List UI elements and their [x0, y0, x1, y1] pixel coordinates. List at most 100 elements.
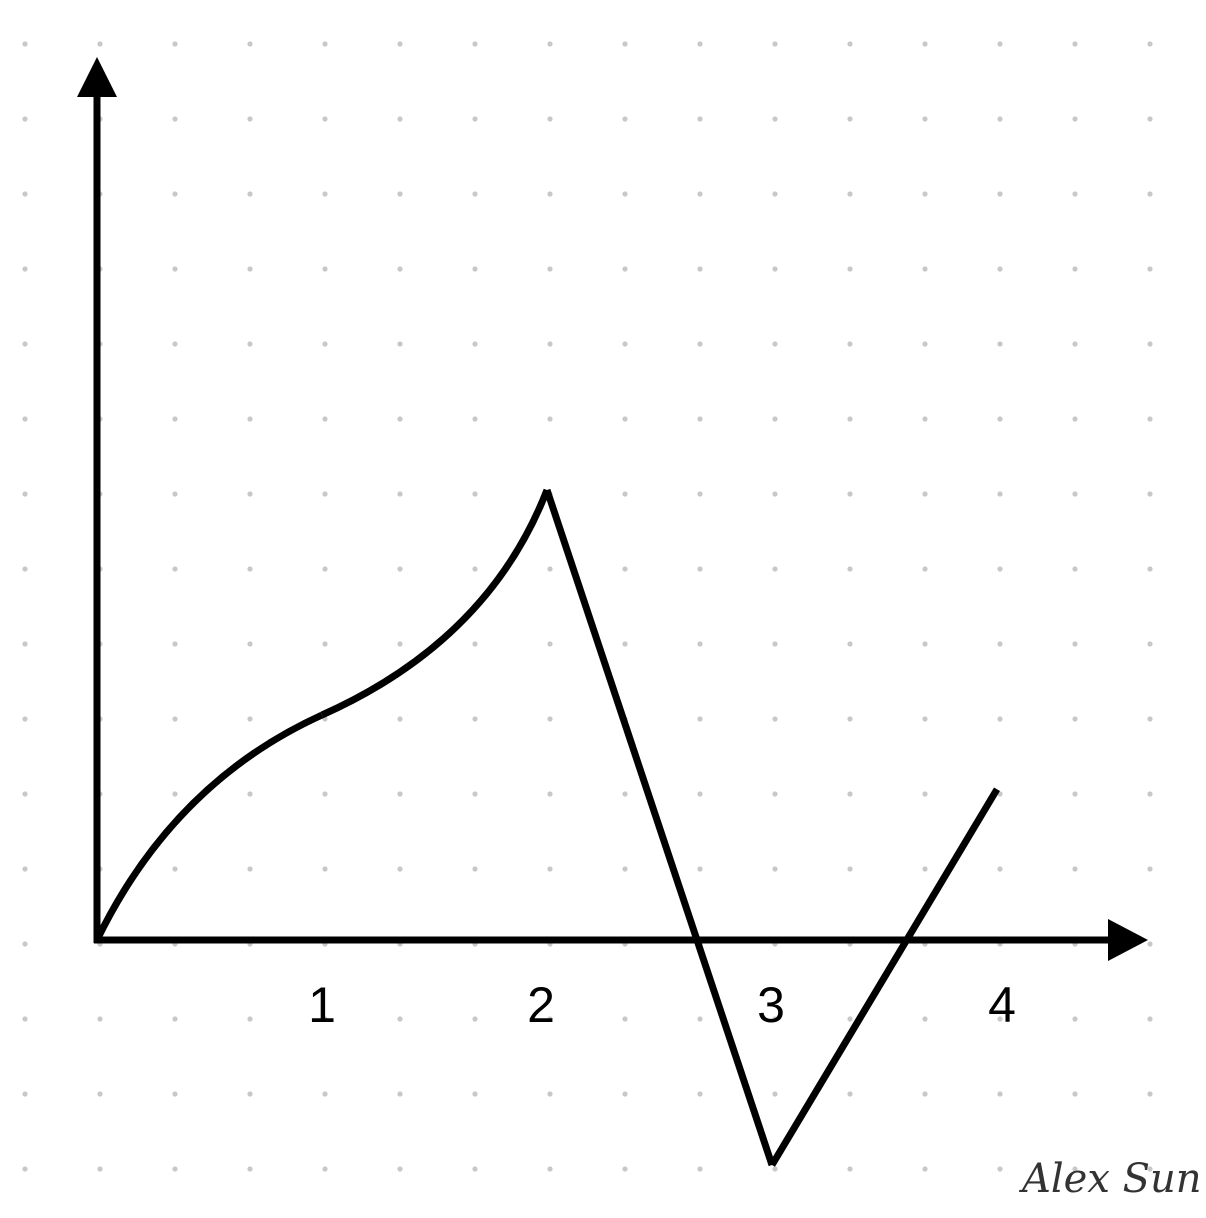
grid-dot [697, 491, 703, 497]
grid-dot [622, 1016, 628, 1022]
grid-dot [847, 866, 853, 872]
grid-dot [472, 191, 478, 197]
grid-dot [472, 416, 478, 422]
grid-dot [1147, 341, 1153, 347]
grid-dot [1147, 491, 1153, 497]
grid-dot [22, 866, 28, 872]
grid-dot [22, 191, 28, 197]
grid-dot [547, 1016, 553, 1022]
grid-dot [922, 566, 928, 572]
grid-dot [322, 491, 328, 497]
grid-dot [922, 266, 928, 272]
grid-dot [997, 1016, 1003, 1022]
grid-dot [1147, 1091, 1153, 1097]
grid-dot [547, 341, 553, 347]
grid-dot [472, 1016, 478, 1022]
grid-dot [172, 191, 178, 197]
x-axis-arrow [1108, 919, 1148, 961]
grid-dot [172, 1091, 178, 1097]
grid-dot [472, 566, 478, 572]
grid-dot [322, 41, 328, 47]
grid-dot [247, 1016, 253, 1022]
grid-dot [247, 191, 253, 197]
grid-dot [22, 1016, 28, 1022]
grid-dot [772, 1166, 778, 1172]
series [93, 488, 1001, 1167]
grid-dot [622, 791, 628, 797]
grid-dot [247, 491, 253, 497]
grid-dot [547, 191, 553, 197]
grid-dot [247, 266, 253, 272]
grid-dot [22, 1091, 28, 1097]
grid-dot [772, 641, 778, 647]
grid-dot [172, 1166, 178, 1172]
grid-dot [172, 341, 178, 347]
grid-dot [322, 116, 328, 122]
grid-dot [397, 116, 403, 122]
grid-dot [22, 566, 28, 572]
grid-dot [922, 341, 928, 347]
grid-dot [397, 41, 403, 47]
grid-dot [997, 1091, 1003, 1097]
grid-dot [472, 266, 478, 272]
grid-dot [697, 1016, 703, 1022]
grid-dot [997, 566, 1003, 572]
grid-dot [1072, 1016, 1078, 1022]
grid-dot [472, 1091, 478, 1097]
grid-dot [697, 1166, 703, 1172]
grid-dot [997, 341, 1003, 347]
grid-dot [472, 1166, 478, 1172]
grid-dot [322, 791, 328, 797]
grid-dot [772, 866, 778, 872]
grid-dot [1072, 116, 1078, 122]
axes [77, 57, 1148, 961]
grid-dot [22, 116, 28, 122]
grid-dot [172, 791, 178, 797]
x-tick-label: 4 [988, 977, 1016, 1033]
grid-dot [22, 41, 28, 47]
grid-dot [847, 716, 853, 722]
grid-dot [772, 116, 778, 122]
grid-dot [397, 716, 403, 722]
grid-dot [472, 866, 478, 872]
grid-dot [22, 341, 28, 347]
grid-dot [622, 641, 628, 647]
grid-dot [472, 791, 478, 797]
grid-dot [922, 1016, 928, 1022]
grid-dot [172, 866, 178, 872]
grid-dot [622, 341, 628, 347]
grid-dot [322, 641, 328, 647]
grid-dot [997, 641, 1003, 647]
series-segment [543, 488, 776, 1167]
grid-dot [397, 416, 403, 422]
grid-dot [1072, 1166, 1078, 1172]
grid-dot [922, 1166, 928, 1172]
grid-dot [172, 266, 178, 272]
series-segment [320, 488, 551, 719]
grid-dot [172, 416, 178, 422]
grid-dot [172, 41, 178, 47]
grid-dot [97, 41, 103, 47]
grid-dot [1147, 1016, 1153, 1022]
grid-dot [1147, 116, 1153, 122]
grid-dot [622, 266, 628, 272]
series-segment [93, 711, 324, 942]
grid-dot [547, 1091, 553, 1097]
grid-dot [922, 191, 928, 197]
grid-dot [922, 416, 928, 422]
x-tick-label: 2 [527, 977, 555, 1033]
grid-dot [397, 566, 403, 572]
grid-dot [622, 41, 628, 47]
grid-dot [997, 41, 1003, 47]
grid-dot [922, 41, 928, 47]
grid-dot [697, 266, 703, 272]
grid-dot [772, 491, 778, 497]
grid-dot [922, 491, 928, 497]
grid-dot [697, 191, 703, 197]
grid-dot [697, 1091, 703, 1097]
grid-dot [847, 266, 853, 272]
grid-dot [622, 416, 628, 422]
grid-dot [847, 1091, 853, 1097]
grid-dot [397, 491, 403, 497]
